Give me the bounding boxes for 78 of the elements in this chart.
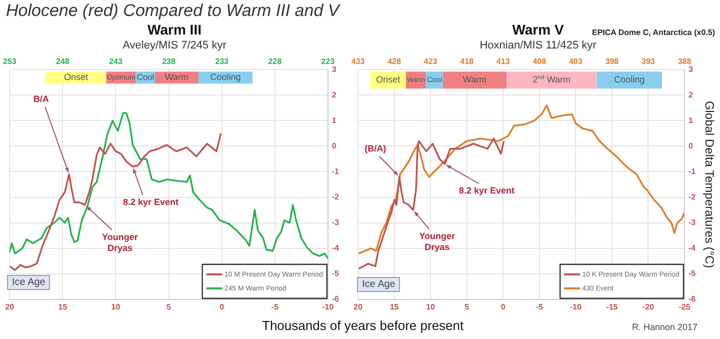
band-label: Warm (462, 74, 487, 85)
x-tick-label: -10 (570, 302, 582, 312)
y-tick-label: 1 (688, 116, 694, 125)
text: Holocene (red) Compared to Warm III and V (6, 1, 340, 21)
x2-tick-label: 393 (642, 57, 656, 66)
x-tick-label: 20 (5, 302, 15, 312)
y-tick-label: -4 (332, 244, 340, 253)
x2-tick-label: 388 (678, 57, 692, 66)
y-tick-label: -6 (332, 294, 340, 304)
chart-title: Warm III (148, 21, 202, 38)
x2-tick-label: 428 (388, 57, 402, 66)
x-tick-label: -5 (271, 302, 279, 312)
x-tick-label: 20 (354, 302, 363, 312)
x-tick-label: 5 (464, 302, 470, 312)
band-label: Cool (136, 72, 154, 82)
annotation: Ice Age (357, 277, 400, 292)
y-tick-label: 1 (332, 116, 337, 125)
band-label: Cooling (210, 72, 241, 82)
y-tick-label: -1 (332, 166, 340, 176)
band-label: Onset (376, 74, 401, 85)
y-tick-label: 2 (688, 90, 694, 100)
annotation: Younger Dryas (102, 232, 138, 253)
x2-tick-label: 238 (162, 57, 176, 66)
y-tick-label: -1 (688, 166, 696, 176)
annotation: 8.2 kyr Event (458, 186, 514, 196)
y-tick-label: -2 (688, 192, 696, 202)
x2-tick-label: 248 (56, 57, 70, 66)
x-tick-label: -25 (678, 302, 691, 312)
chart-title: Warm V (512, 21, 564, 38)
x2-tick-label: 403 (568, 57, 583, 66)
x2-tick-label: 418 (460, 57, 474, 66)
band-label: Cooling (614, 74, 645, 85)
y-tick-label: -3 (688, 218, 696, 228)
annotation: (B/A) (364, 143, 386, 154)
y-tick-label: -4 (688, 244, 696, 253)
x2-tick-label: 408 (532, 57, 547, 66)
x-tick-label: 0 (220, 302, 225, 312)
x-tick-label: 15 (58, 302, 68, 312)
annotation: 8.2 kyr Event (122, 197, 178, 208)
x-tick-label: 10 (426, 302, 436, 312)
y-tick-label: -5 (332, 269, 340, 278)
y-tick-label: 3 (688, 64, 694, 74)
x2-tick-label: 233 (215, 57, 230, 66)
annotation: B/A (33, 94, 50, 104)
annotation: Ice Age (7, 275, 50, 290)
band-label: Warm (164, 72, 189, 82)
x-tick-label: -15 (606, 302, 618, 312)
x-tick-label: 0 (500, 302, 506, 312)
x2-tick-label: 223 (321, 57, 336, 66)
x-tick-label: 15 (390, 302, 400, 312)
chart-subtitle: Hoxnian/MIS 11/425 kyr (480, 39, 597, 52)
x-tick-label: -5 (536, 302, 544, 312)
x2-tick-label: 433 (351, 57, 366, 66)
x-tick-label: 5 (166, 302, 172, 312)
x2-tick-label: 243 (109, 57, 123, 66)
y-tick-label: -5 (688, 269, 696, 278)
annotation: Younger Dryas (419, 231, 456, 252)
y-tick-label: -2 (332, 192, 340, 202)
y-tick-label: -6 (688, 294, 696, 304)
text: Thousands of years before present (262, 318, 464, 333)
x2-tick-label: 253 (2, 57, 17, 66)
y-tick-label: 0 (332, 141, 337, 150)
text: EPICA Dome C, Antarctica (x0.5) (592, 28, 715, 37)
x-tick-label: -20 (642, 302, 655, 312)
y-tick-label: 2 (332, 90, 337, 100)
x-tick-label: 10 (111, 302, 121, 312)
band-label: Onset (64, 72, 88, 82)
y-tick-label: -3 (332, 218, 340, 228)
text: R. Hannon 2017 (632, 322, 698, 332)
y-tick-label: 0 (688, 141, 694, 150)
x2-tick-label: 413 (496, 57, 510, 66)
x2-tick-label: 228 (268, 57, 282, 66)
x2-tick-label: 398 (605, 57, 620, 66)
y-tick-label: 3 (332, 64, 337, 74)
chart-subtitle: Aveley/MIS 7/245 kyr (122, 39, 227, 52)
x-tick-label: -10 (322, 302, 334, 312)
x2-tick-label: 423 (424, 57, 438, 66)
y-axis-title: Global Delta Temperatures (°C) (702, 100, 716, 268)
